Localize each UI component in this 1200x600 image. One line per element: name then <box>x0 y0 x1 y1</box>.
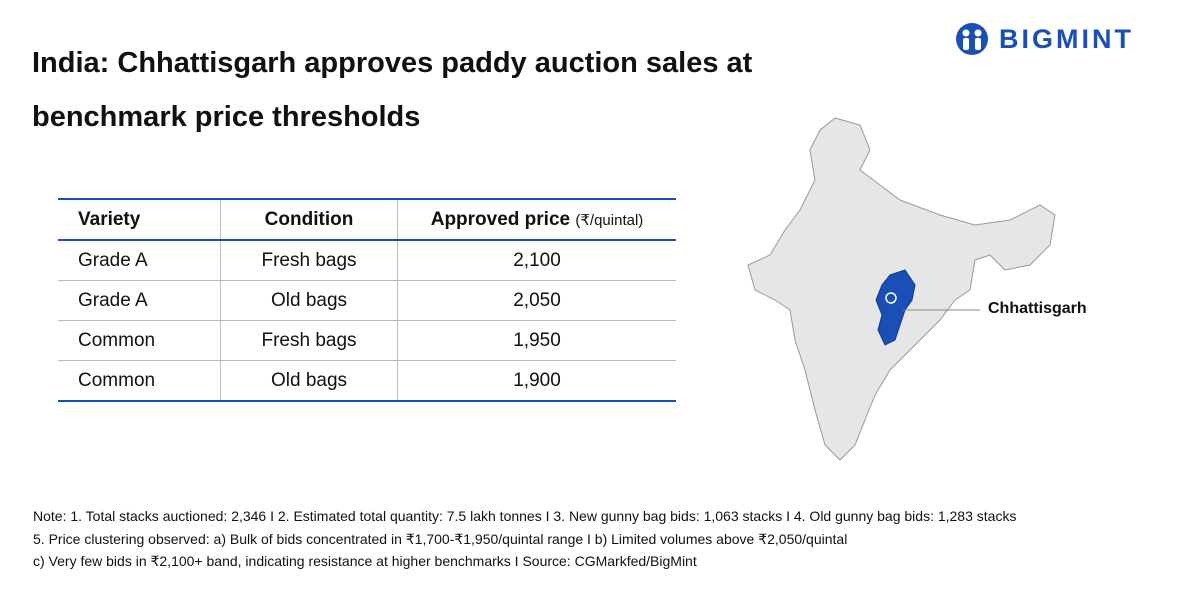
header-cell: Variety <box>58 198 221 241</box>
map-label: Chhattisgarh <box>988 300 1087 317</box>
logo-icon <box>956 23 988 55</box>
cell: Old bags <box>220 280 398 321</box>
note-line: 5. Price clustering observed: a) Bulk of… <box>33 530 848 547</box>
note-line: Note: 1. Total stacks auctioned: 2,346 I… <box>33 508 1017 524</box>
cell: Fresh bags <box>220 240 398 281</box>
unit: (₹/quintal) <box>575 211 644 229</box>
cell: 2,050 <box>397 280 676 321</box>
header-row: Variety Condition Approved price (₹/quin… <box>58 198 676 241</box>
row: Common Old bags 1,900 <box>58 360 676 402</box>
pin-icon <box>885 292 897 304</box>
notes: Note: 1. Total stacks auctioned: 2,346 I… <box>33 505 1016 573</box>
cell: Common <box>58 360 221 402</box>
header-cell: Condition <box>220 198 398 241</box>
cell: Fresh bags <box>220 320 398 361</box>
row: Grade A Old bags 2,050 <box>58 280 676 321</box>
price-table: Variety Condition Approved price (₹/quin… <box>58 198 676 402</box>
cell: 1,950 <box>397 320 676 361</box>
title: India: Chhattisgarh approves paddy aucti… <box>32 47 753 133</box>
cell: Grade A <box>58 280 221 321</box>
cell: Old bags <box>220 360 398 402</box>
cell: Grade A <box>58 240 221 281</box>
header-text: Approved price <box>430 208 571 230</box>
cell: Common <box>58 320 221 361</box>
logo: BIGMINT <box>955 22 1134 56</box>
cell: 1,900 <box>397 360 676 402</box>
row: Common Fresh bags 1,950 <box>58 320 676 361</box>
note-line: c) Very few bids in ₹2,100+ band, indica… <box>33 553 697 569</box>
row: Grade A Fresh bags 2,100 <box>58 240 676 281</box>
header-cell: Approved price (₹/quintal) <box>397 198 676 241</box>
logo-text: BIGMINT <box>999 23 1134 54</box>
cell: 2,100 <box>397 240 676 281</box>
chhattisgarh-region <box>875 269 916 346</box>
